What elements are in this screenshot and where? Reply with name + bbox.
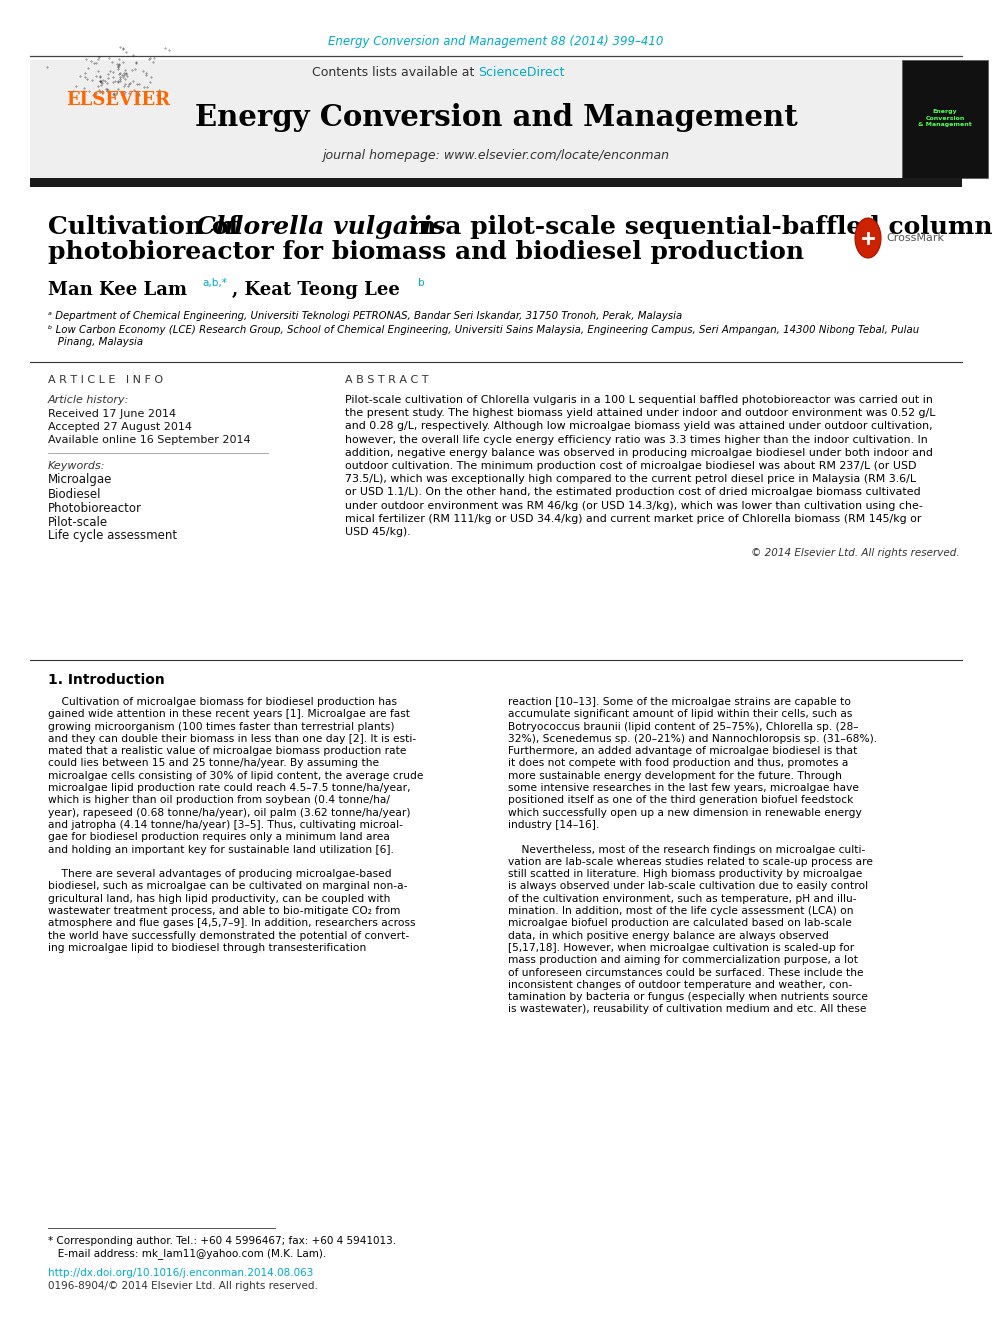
Text: positioned itself as one of the third generation biofuel feedstock: positioned itself as one of the third ge… <box>508 795 853 806</box>
Text: wastewater treatment process, and able to bio-mitigate CO₂ from: wastewater treatment process, and able t… <box>48 906 401 916</box>
Text: and 0.28 g/L, respectively. Although low microalgae biomass yield was attained u: and 0.28 g/L, respectively. Although low… <box>345 422 932 431</box>
Text: is always observed under lab-scale cultivation due to easily control: is always observed under lab-scale culti… <box>508 881 868 892</box>
Text: Energy
Conversion
& Management: Energy Conversion & Management <box>919 108 972 127</box>
Text: Received 17 June 2014: Received 17 June 2014 <box>48 409 177 419</box>
Text: however, the overall life cycle energy efficiency ratio was 3.3 times higher tha: however, the overall life cycle energy e… <box>345 434 928 445</box>
Text: photobioreactor for biomass and biodiesel production: photobioreactor for biomass and biodiese… <box>48 239 805 265</box>
Text: accumulate significant amount of lipid within their cells, such as: accumulate significant amount of lipid w… <box>508 709 852 720</box>
Text: or USD 1.1/L). On the other hand, the estimated production cost of dried microal: or USD 1.1/L). On the other hand, the es… <box>345 487 921 497</box>
Text: Life cycle assessment: Life cycle assessment <box>48 529 178 542</box>
Text: Photobioreactor: Photobioreactor <box>48 501 142 515</box>
FancyBboxPatch shape <box>30 60 962 179</box>
Text: industry [14–16].: industry [14–16]. <box>508 820 599 830</box>
Text: ᵃ Department of Chemical Engineering, Universiti Teknologi PETRONAS, Bandar Seri: ᵃ Department of Chemical Engineering, Un… <box>48 311 682 321</box>
Text: Microalgae: Microalgae <box>48 474 112 487</box>
Text: addition, negative energy balance was observed in producing microalgae biodiesel: addition, negative energy balance was ob… <box>345 447 932 458</box>
Text: Cultivation of microalgae biomass for biodiesel production has: Cultivation of microalgae biomass for bi… <box>48 697 397 706</box>
Text: mical fertilizer (RM 111/kg or USD 34.4/kg) and current market price of Chlorell: mical fertilizer (RM 111/kg or USD 34.4/… <box>345 513 922 524</box>
Text: some intensive researches in the last few years, microalgae have: some intensive researches in the last fe… <box>508 783 859 792</box>
Text: gricultural land, has high lipid productivity, can be coupled with: gricultural land, has high lipid product… <box>48 894 391 904</box>
Text: inconsistent changes of outdoor temperature and weather, con-: inconsistent changes of outdoor temperat… <box>508 980 852 990</box>
Text: mated that a realistic value of microalgae biomass production rate: mated that a realistic value of microalg… <box>48 746 407 757</box>
Text: E-mail address: mk_lam11@yahoo.com (M.K. Lam).: E-mail address: mk_lam11@yahoo.com (M.K.… <box>48 1249 326 1259</box>
Text: Accepted 27 August 2014: Accepted 27 August 2014 <box>48 422 192 433</box>
FancyBboxPatch shape <box>30 179 962 187</box>
Text: biodiesel, such as microalgae can be cultivated on marginal non-a-: biodiesel, such as microalgae can be cul… <box>48 881 408 892</box>
Text: A B S T R A C T: A B S T R A C T <box>345 374 429 385</box>
Text: © 2014 Elsevier Ltd. All rights reserved.: © 2014 Elsevier Ltd. All rights reserved… <box>751 548 960 558</box>
Text: ScienceDirect: ScienceDirect <box>478 66 564 78</box>
Text: ing microalgae lipid to biodiesel through transesterification: ing microalgae lipid to biodiesel throug… <box>48 943 366 953</box>
Text: [5,17,18]. However, when microalgae cultivation is scaled-up for: [5,17,18]. However, when microalgae cult… <box>508 943 854 953</box>
Text: Available online 16 September 2014: Available online 16 September 2014 <box>48 435 251 445</box>
Text: growing microorganism (100 times faster than terrestrial plants): growing microorganism (100 times faster … <box>48 721 395 732</box>
Text: Energy Conversion and Management 88 (2014) 399–410: Energy Conversion and Management 88 (201… <box>328 36 664 49</box>
Text: , Keat Teong Lee: , Keat Teong Lee <box>232 280 400 299</box>
Text: the world have successfully demonstrated the potential of convert-: the world have successfully demonstrated… <box>48 930 410 941</box>
Text: Energy Conversion and Management: Energy Conversion and Management <box>194 103 798 132</box>
Text: mass production and aiming for commercialization purpose, a lot: mass production and aiming for commercia… <box>508 955 858 966</box>
Text: There are several advantages of producing microalgae-based: There are several advantages of producin… <box>48 869 392 880</box>
Text: 73.5/L), which was exceptionally high compared to the current petrol diesel pric: 73.5/L), which was exceptionally high co… <box>345 474 916 484</box>
Text: of the cultivation environment, such as temperature, pH and illu-: of the cultivation environment, such as … <box>508 894 857 904</box>
Text: gae for biodiesel production requires only a minimum land area: gae for biodiesel production requires on… <box>48 832 390 843</box>
Text: year), rapeseed (0.68 tonne/ha/year), oil palm (3.62 tonne/ha/year): year), rapeseed (0.68 tonne/ha/year), oi… <box>48 808 411 818</box>
Text: could lies between 15 and 25 tonne/ha/year. By assuming the: could lies between 15 and 25 tonne/ha/ye… <box>48 758 379 769</box>
Text: ELSEVIER: ELSEVIER <box>65 91 170 108</box>
Text: the present study. The highest biomass yield attained under indoor and outdoor e: the present study. The highest biomass y… <box>345 409 935 418</box>
Text: Chlorella vulgaris: Chlorella vulgaris <box>196 216 445 239</box>
Text: in a pilot-scale sequential-baffled column: in a pilot-scale sequential-baffled colu… <box>400 216 992 239</box>
Text: is wastewater), reusability of cultivation medium and etc. All these: is wastewater), reusability of cultivati… <box>508 1004 866 1015</box>
Text: Pilot-scale: Pilot-scale <box>48 516 108 528</box>
Text: microalgae cells consisting of 30% of lipid content, the average crude: microalgae cells consisting of 30% of li… <box>48 771 424 781</box>
Text: Botryococcus braunii (lipid content of 25–75%), Chlorella sp. (28–: Botryococcus braunii (lipid content of 2… <box>508 721 859 732</box>
Text: USD 45/kg).: USD 45/kg). <box>345 527 411 537</box>
Text: Pinang, Malaysia: Pinang, Malaysia <box>48 337 143 347</box>
Text: atmosphere and flue gases [4,5,7–9]. In addition, researchers across: atmosphere and flue gases [4,5,7–9]. In … <box>48 918 416 929</box>
Text: reaction [10–13]. Some of the microalgae strains are capable to: reaction [10–13]. Some of the microalgae… <box>508 697 851 706</box>
Text: mination. In addition, most of the life cycle assessment (LCA) on: mination. In addition, most of the life … <box>508 906 853 916</box>
Text: 1. Introduction: 1. Introduction <box>48 673 165 687</box>
Text: and they can double their biomass in less than one day [2]. It is esti-: and they can double their biomass in les… <box>48 734 417 744</box>
Text: gained wide attention in these recent years [1]. Microalgae are fast: gained wide attention in these recent ye… <box>48 709 410 720</box>
Text: 32%), Scenedemus sp. (20–21%) and Nannochloropsis sp. (31–68%).: 32%), Scenedemus sp. (20–21%) and Nannoc… <box>508 734 877 744</box>
Text: 0196-8904/© 2014 Elsevier Ltd. All rights reserved.: 0196-8904/© 2014 Elsevier Ltd. All right… <box>48 1281 317 1291</box>
Text: * Corresponding author. Tel.: +60 4 5996467; fax: +60 4 5941013.: * Corresponding author. Tel.: +60 4 5996… <box>48 1236 396 1246</box>
Text: Article history:: Article history: <box>48 396 129 405</box>
Text: microalgae biofuel production are calculated based on lab-scale: microalgae biofuel production are calcul… <box>508 918 852 929</box>
Text: still scatted in literature. High biomass productivity by microalgae: still scatted in literature. High biomas… <box>508 869 862 880</box>
Text: a,b,*: a,b,* <box>202 278 227 288</box>
Text: Cultivation of: Cultivation of <box>48 216 248 239</box>
Text: http://dx.doi.org/10.1016/j.enconman.2014.08.063: http://dx.doi.org/10.1016/j.enconman.201… <box>48 1267 313 1278</box>
Text: of unforeseen circumstances could be surfaced. These include the: of unforeseen circumstances could be sur… <box>508 967 864 978</box>
Ellipse shape <box>855 218 881 258</box>
Text: A R T I C L E   I N F O: A R T I C L E I N F O <box>48 374 163 385</box>
Text: it does not compete with food production and thus, promotes a: it does not compete with food production… <box>508 758 848 769</box>
Text: Nevertheless, most of the research findings on microalgae culti-: Nevertheless, most of the research findi… <box>508 844 865 855</box>
Text: Contents lists available at: Contents lists available at <box>311 66 478 78</box>
Text: Biodiesel: Biodiesel <box>48 487 101 500</box>
Text: b: b <box>418 278 425 288</box>
Text: Pilot-scale cultivation of Chlorella vulgaris in a 100 L sequential baffled phot: Pilot-scale cultivation of Chlorella vul… <box>345 396 932 405</box>
Text: data, in which positive energy balance are always observed: data, in which positive energy balance a… <box>508 930 829 941</box>
Text: Keywords:: Keywords: <box>48 460 105 471</box>
Text: which successfully open up a new dimension in renewable energy: which successfully open up a new dimensi… <box>508 808 862 818</box>
Text: CrossMark: CrossMark <box>886 233 944 243</box>
Text: which is higher than oil production from soybean (0.4 tonne/ha/: which is higher than oil production from… <box>48 795 390 806</box>
Text: outdoor cultivation. The minimum production cost of microalgae biodiesel was abo: outdoor cultivation. The minimum product… <box>345 460 917 471</box>
Text: ᵇ Low Carbon Economy (LCE) Research Group, School of Chemical Engineering, Unive: ᵇ Low Carbon Economy (LCE) Research Grou… <box>48 325 920 335</box>
Text: journal homepage: www.elsevier.com/locate/enconman: journal homepage: www.elsevier.com/locat… <box>322 148 670 161</box>
Text: Furthermore, an added advantage of microalgae biodiesel is that: Furthermore, an added advantage of micro… <box>508 746 857 757</box>
Text: under outdoor environment was RM 46/kg (or USD 14.3/kg), which was lower than cu: under outdoor environment was RM 46/kg (… <box>345 500 923 511</box>
Text: vation are lab-scale whereas studies related to scale-up process are: vation are lab-scale whereas studies rel… <box>508 857 873 867</box>
Text: and jatropha (4.14 tonne/ha/year) [3–5]. Thus, cultivating microal-: and jatropha (4.14 tonne/ha/year) [3–5].… <box>48 820 403 830</box>
Text: and holding an important key for sustainable land utilization [6].: and holding an important key for sustain… <box>48 844 394 855</box>
FancyBboxPatch shape <box>902 60 988 179</box>
Text: microalgae lipid production rate could reach 4.5–7.5 tonne/ha/year,: microalgae lipid production rate could r… <box>48 783 411 792</box>
Text: Man Kee Lam: Man Kee Lam <box>48 280 187 299</box>
Text: more sustainable energy development for the future. Through: more sustainable energy development for … <box>508 771 842 781</box>
Text: tamination by bacteria or fungus (especially when nutrients source: tamination by bacteria or fungus (especi… <box>508 992 868 1003</box>
